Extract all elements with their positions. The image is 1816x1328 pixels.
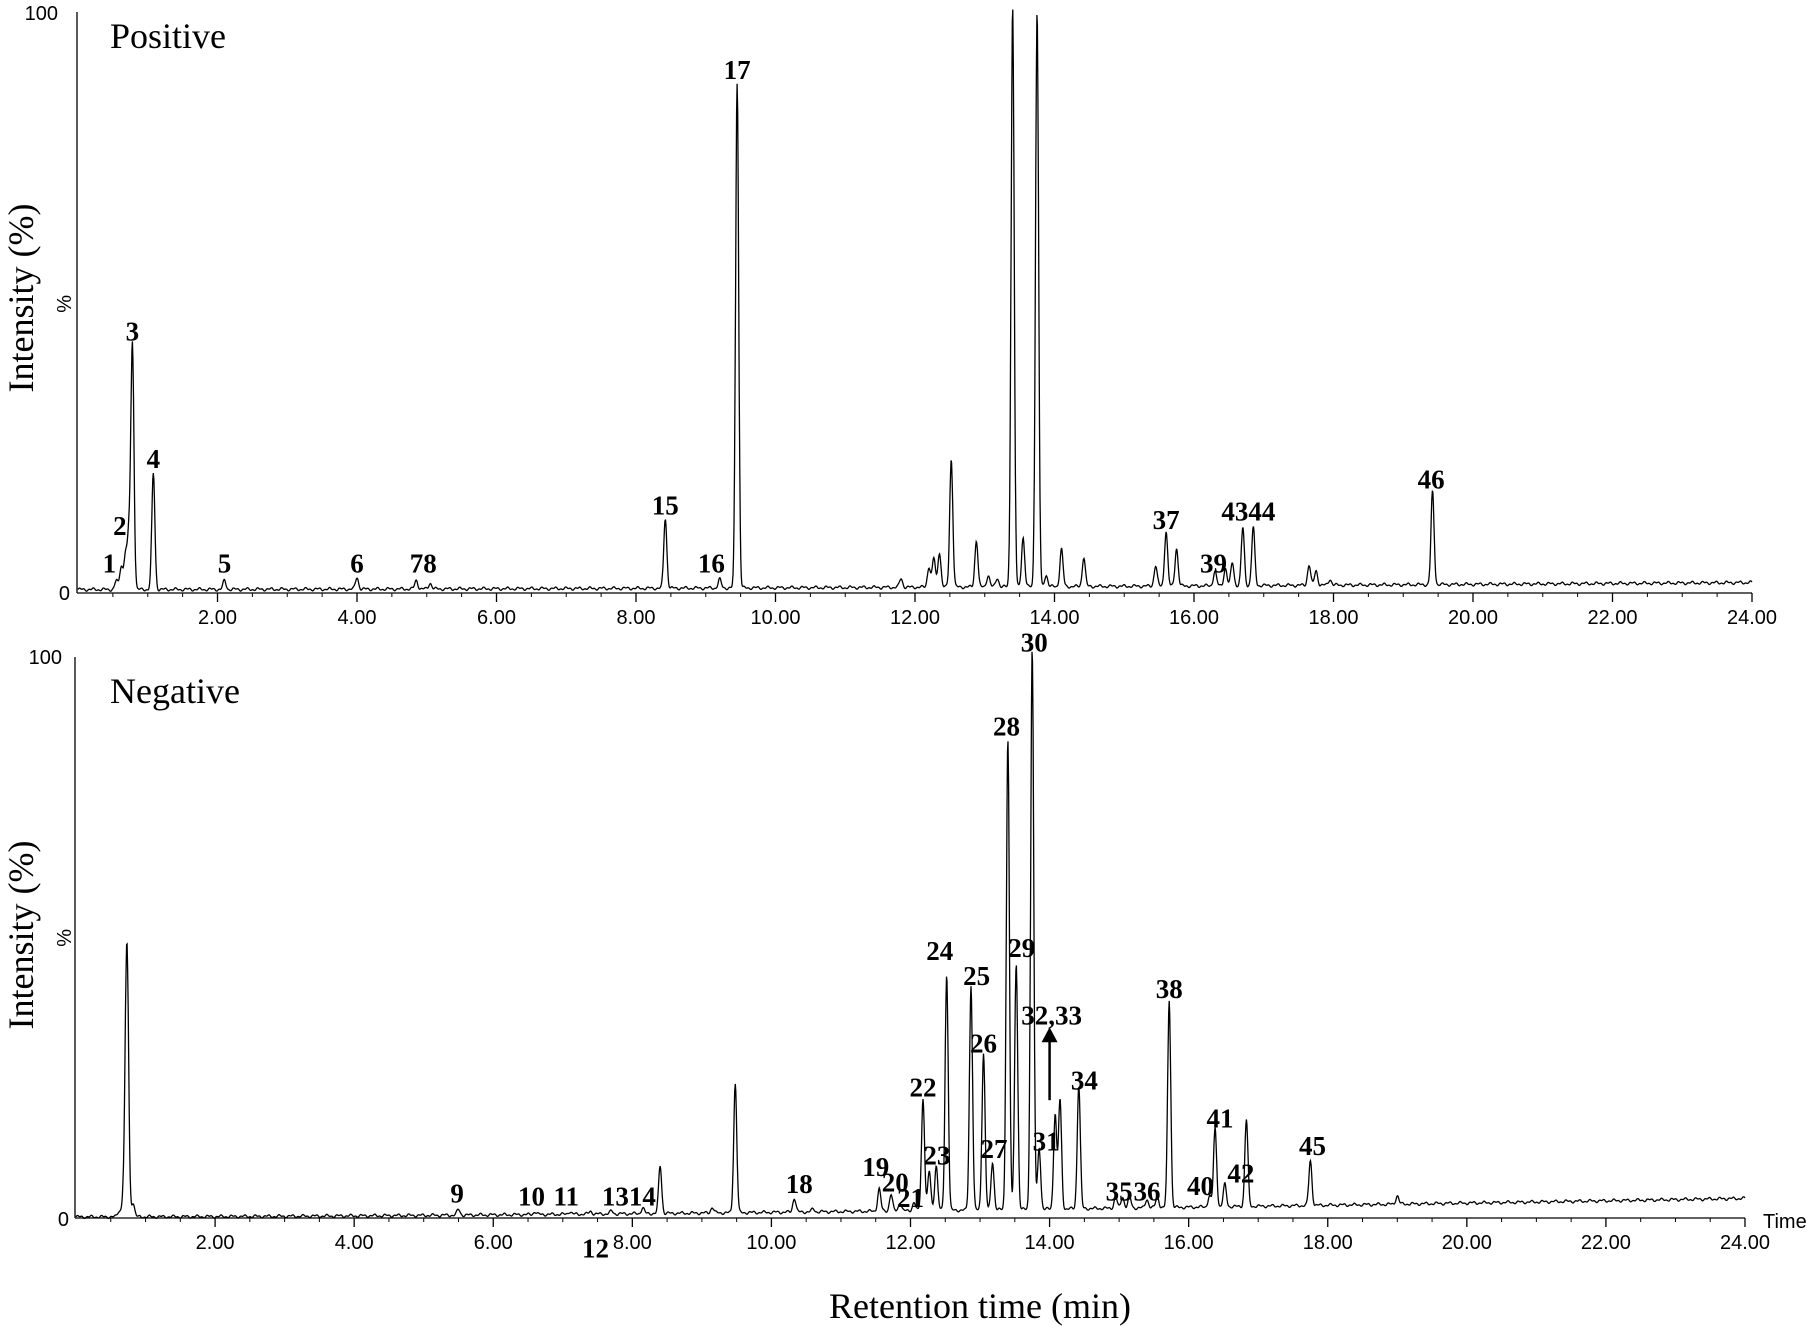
peak-label: 15: [652, 491, 679, 521]
peak-label: 12: [582, 1233, 609, 1263]
peak-label: 27: [980, 1134, 1007, 1164]
peak-label: 5: [218, 549, 232, 579]
y-axis-title: Intensity (%): [1, 204, 41, 393]
x-tick-label: 20.00: [1442, 1232, 1492, 1254]
x-tick-label: 14.00: [1029, 607, 1079, 629]
peak-label: 36: [1133, 1177, 1160, 1207]
x-axis: 2.00 4.00 6.00 8.00 10.00 12.00 14.00 16.00 18.0…: [77, 592, 1777, 629]
peak-label: 30: [1021, 627, 1048, 657]
peak-label: 9: [450, 1178, 464, 1208]
peak-label: 20: [882, 1168, 909, 1198]
peak-label: 38: [1156, 974, 1183, 1004]
x-axis: 2.00 4.00 6.00 8.00 10.00 12.00 14.00 16.00 18.0…: [75, 1217, 1770, 1254]
peak-label: 21: [897, 1183, 924, 1213]
peak-label: 32,33: [1021, 1000, 1082, 1030]
peak-label: 18: [786, 1169, 813, 1199]
x-tick-label: 22.00: [1581, 1232, 1631, 1254]
negative-trace: [75, 651, 1746, 1220]
x-tick-label: 12.00: [890, 607, 940, 629]
peak-label: 23: [923, 1141, 950, 1171]
y-axis-title: Intensity (%): [1, 841, 41, 1030]
x-tick-label: 24.00: [1720, 1232, 1770, 1254]
peak-label: 45: [1299, 1131, 1326, 1161]
x-tick-label: 8.00: [617, 607, 656, 629]
peak-label: 37: [1153, 505, 1180, 535]
peak-label: 31: [1033, 1127, 1060, 1157]
y-tick-100: 100: [25, 3, 58, 25]
peak-label: 46: [1418, 464, 1445, 494]
peak-label: 34: [1071, 1066, 1098, 1096]
peak-label: 24: [926, 936, 953, 966]
peak-label: 28: [993, 712, 1020, 742]
peak-label: 35: [1106, 1177, 1133, 1207]
peak-label: 26: [970, 1029, 997, 1059]
peak-label: 22: [910, 1072, 937, 1102]
x-axis-suffix: Time: [1763, 1211, 1807, 1233]
negative-panel: 100 % 0 Intensity (%) Negative 2.00 4.00 6…: [1, 627, 1807, 1326]
peak-label: 25: [963, 961, 990, 991]
peak-label: 16: [698, 549, 725, 579]
y-tick-0: 0: [58, 1209, 69, 1231]
peak-label: 4: [147, 444, 161, 474]
x-tick-label: 8.00: [613, 1232, 652, 1254]
peak-label: 6: [350, 549, 364, 579]
positive-panel: 100 % 0 Intensity (%) Positive 2.00 4.00 6…: [1, 3, 1777, 629]
peak-label: 17: [724, 55, 751, 85]
x-axis-title: Retention time (min): [829, 1286, 1131, 1326]
peak-label: 10: [518, 1182, 545, 1212]
x-tick-label: 14.00: [1025, 1232, 1075, 1254]
peak-label: 1: [103, 549, 117, 579]
peak-label: 11: [554, 1182, 580, 1212]
positive-trace: [77, 9, 1753, 592]
peak-label: 3: [126, 316, 140, 346]
x-tick-label: 18.00: [1303, 1232, 1353, 1254]
annotation-arrow-head: [1041, 1027, 1058, 1043]
x-tick-label: 2.00: [196, 1232, 235, 1254]
y-unit-label: %: [54, 929, 76, 947]
y-tick-0: 0: [59, 583, 70, 605]
x-tick-label: 18.00: [1308, 607, 1358, 629]
x-tick-label: 2.00: [198, 607, 237, 629]
peak-label: 1314: [602, 1182, 656, 1212]
x-tick-label: 24.00: [1727, 607, 1777, 629]
x-tick-label: 20.00: [1448, 607, 1498, 629]
x-tick-label: 6.00: [474, 1232, 513, 1254]
x-tick-label: 10.00: [746, 1232, 796, 1254]
y-unit-label: %: [54, 295, 76, 313]
peak-label: 42: [1227, 1159, 1254, 1189]
x-tick-label: 6.00: [477, 607, 516, 629]
peak-label: 41: [1206, 1104, 1233, 1134]
peak-label: 29: [1008, 933, 1035, 963]
peak-label: 40: [1187, 1171, 1214, 1201]
x-tick-label: 12.00: [885, 1232, 935, 1254]
x-tick-label: 4.00: [335, 1232, 374, 1254]
y-tick-100: 100: [29, 647, 62, 669]
peak-label: 78: [410, 549, 437, 579]
x-tick-label: 16.00: [1164, 1232, 1214, 1254]
peak-label: 2: [113, 511, 127, 541]
peak-labels: 1 2 3 4 5 6 78 15 16 17 37 39 4344 46: [103, 55, 1445, 579]
peak-label: 39: [1200, 549, 1227, 579]
x-tick-label: 16.00: [1169, 607, 1219, 629]
panel-title: Positive: [110, 16, 226, 56]
peak-label: 19: [862, 1152, 889, 1182]
x-tick-label: 10.00: [750, 607, 800, 629]
panel-title: Negative: [110, 671, 240, 711]
x-tick-label: 22.00: [1587, 607, 1637, 629]
peak-label: 4344: [1221, 496, 1275, 526]
x-tick-label: 4.00: [338, 607, 377, 629]
